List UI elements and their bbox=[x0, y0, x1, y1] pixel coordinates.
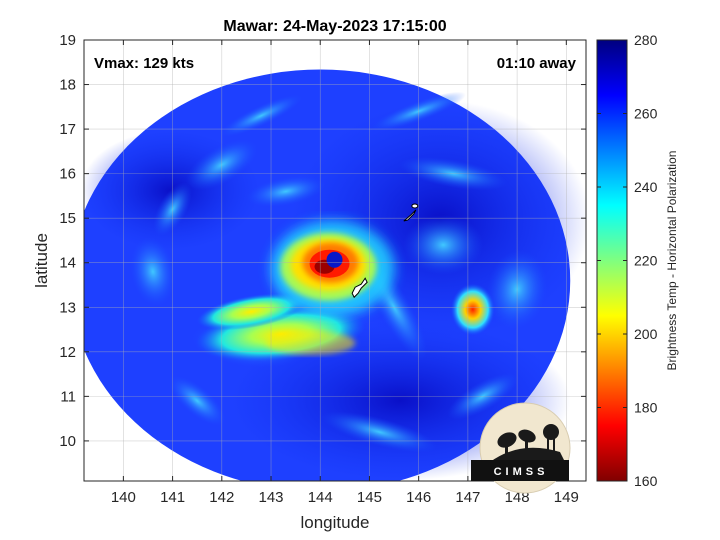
rainband-13 bbox=[246, 176, 326, 207]
y-tick-label-7: 17 bbox=[59, 121, 76, 138]
colorbar-tick-label-5: 260 bbox=[634, 106, 658, 122]
x-tick-label-6: 146 bbox=[406, 489, 431, 506]
storm-eye bbox=[326, 251, 343, 268]
chart-title: Mawar: 24-May-2023 17:15:00 bbox=[223, 18, 446, 35]
y-ticks: 10 11 12 13 14 15 16 17 18 19 bbox=[59, 32, 586, 450]
colorbar-ticks: 160 180 200 220 240 260 280 bbox=[597, 32, 658, 489]
cimss-logo: CIMSS bbox=[471, 402, 571, 494]
axes-frame bbox=[83, 39, 587, 482]
colorbar-label: Brightness Temp - Horizontal Polarizatio… bbox=[665, 151, 679, 371]
y-tick-label-8: 18 bbox=[59, 77, 76, 94]
x-tick-label-3: 143 bbox=[259, 489, 284, 506]
rainband-8 bbox=[321, 411, 438, 453]
x-axis-label: longitude bbox=[300, 513, 369, 532]
southern-rainband-core bbox=[265, 330, 356, 355]
island-guam bbox=[351, 277, 368, 299]
x-tick-label-9: 149 bbox=[554, 489, 579, 506]
x-tick-label-4: 144 bbox=[308, 489, 333, 506]
island-tinian bbox=[411, 203, 419, 209]
y-tick-label-9: 19 bbox=[59, 32, 76, 49]
y-tick-label-6: 16 bbox=[59, 166, 76, 183]
southern-rainband-inner bbox=[197, 293, 306, 331]
x-tick-label-0: 140 bbox=[111, 489, 136, 506]
y-tick-label-5: 15 bbox=[59, 210, 76, 227]
rainband-12 bbox=[403, 214, 484, 275]
colorbar-tick-label-2: 200 bbox=[634, 326, 658, 342]
time-away-annotation: 01:10 away bbox=[497, 55, 577, 72]
y-tick-label-2: 12 bbox=[59, 344, 76, 361]
x-tick-label-2: 142 bbox=[209, 489, 234, 506]
y-tick-label-4: 14 bbox=[59, 255, 76, 272]
logo-text: CIMSS bbox=[494, 466, 549, 478]
colorbar-tick-label-3: 220 bbox=[634, 253, 658, 269]
rainband-7 bbox=[220, 94, 303, 137]
island-rota bbox=[403, 209, 417, 222]
colorbar-tick-label-1: 180 bbox=[634, 400, 658, 416]
y-tick-label-0: 10 bbox=[59, 433, 76, 450]
vmax-annotation: Vmax: 129 kts bbox=[94, 55, 194, 72]
colorbar-tick-label-4: 240 bbox=[634, 179, 658, 195]
eastern-convection bbox=[450, 283, 495, 336]
x-tick-label-1: 141 bbox=[160, 489, 185, 506]
rainband-4 bbox=[130, 236, 176, 307]
y-tick-label-1: 11 bbox=[60, 388, 76, 405]
x-ticks: 140 141 142 143 144 145 146 147 148 149 bbox=[111, 40, 579, 506]
x-tick-label-7: 147 bbox=[455, 489, 480, 506]
islands-layer bbox=[351, 203, 419, 299]
colorbar bbox=[597, 40, 627, 481]
y-tick-label-3: 13 bbox=[59, 299, 76, 316]
colorbar-tick-label-6: 280 bbox=[634, 32, 658, 48]
x-tick-label-5: 145 bbox=[357, 489, 382, 506]
colorbar-tick-label-0: 160 bbox=[634, 473, 658, 489]
y-axis-label: latitude bbox=[32, 233, 51, 288]
rainband-10 bbox=[168, 375, 226, 426]
